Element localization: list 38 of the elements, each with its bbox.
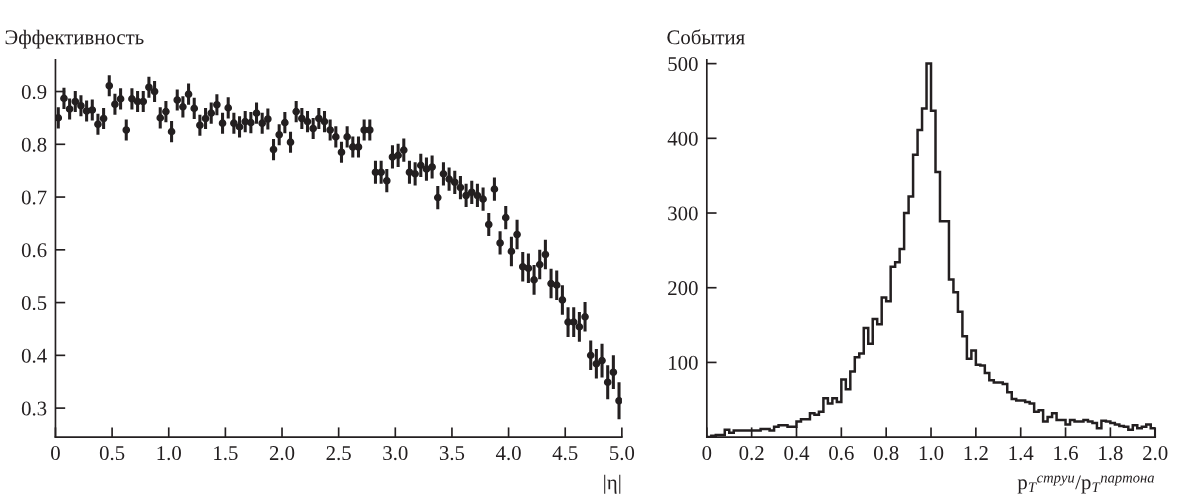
y-tick-label: 0.7 [21,190,47,205]
x-tick-label: 0.2 [739,446,764,461]
x-tick-label: 0 [51,446,60,461]
x-tick-label: 3.0 [383,446,408,461]
x-tick-label: 0.6 [829,446,854,461]
y-tick-label: 0.5 [21,295,47,311]
x-tick-label: 1.8 [1099,446,1123,461]
x-tick-label: 1.5 [214,446,238,461]
x-tick-label: 1.6 [1054,446,1078,461]
y-tick-label: 0.9 [21,84,47,100]
x-tick-label: 3.5 [439,446,465,461]
x-axis-title: p$_{T}$$^{струи}$/p$_{T}$$^{партона}$ [1017,475,1154,494]
y-tick-label: 0.8 [21,137,47,152]
y-tick-label: 100 [669,355,698,370]
y-axis-title: Эффективность [5,29,144,49]
y-tick-label: 0.4 [21,348,47,363]
x-tick-label: 4.0 [495,446,521,461]
x-tick-label: 2.0 [1143,446,1168,461]
x-tick-label: 0 [702,446,712,461]
y-axis-title: События [667,29,745,45]
y-tick-label: 200 [668,281,698,296]
x-tick-label: 1.0 [919,446,944,461]
x-tick-label: 5.0 [610,446,635,461]
x-tick-label: 4.5 [552,446,578,461]
x-tick-label: 1.4 [1009,446,1034,461]
x-tick-label: 2.0 [269,446,295,461]
y-tick-label: 500 [668,56,698,72]
x-tick-label: 1.2 [964,446,988,461]
y-tick-label: 400 [667,131,698,146]
x-axis-title: |η| [604,474,621,494]
y-tick-label: 0.3 [21,401,47,416]
x-tick-label: 1.0 [157,446,181,461]
y-tick-label: 300 [668,206,698,221]
y-tick-label: 0.6 [21,243,47,258]
x-tick-label: 0.5 [99,446,125,461]
x-tick-label: 0.4 [784,446,810,461]
x-tick-label: 2.5 [326,446,351,461]
x-tick-label: 0.8 [873,446,899,461]
